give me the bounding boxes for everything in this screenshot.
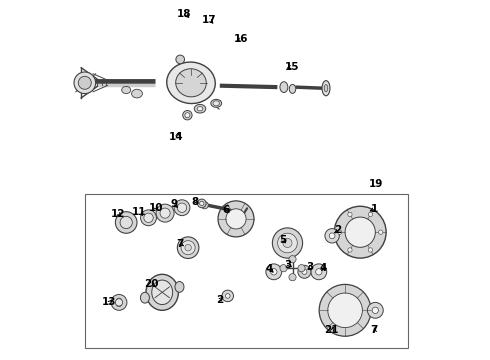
Text: 8: 8 xyxy=(192,197,199,207)
Circle shape xyxy=(177,237,199,258)
Circle shape xyxy=(183,111,192,120)
Ellipse shape xyxy=(152,280,172,305)
Circle shape xyxy=(348,248,352,252)
Text: 19: 19 xyxy=(369,179,384,189)
Circle shape xyxy=(348,212,352,217)
Text: 7: 7 xyxy=(370,325,378,336)
Circle shape xyxy=(298,265,305,272)
Circle shape xyxy=(160,208,170,218)
Ellipse shape xyxy=(213,101,220,106)
Circle shape xyxy=(116,299,122,306)
Circle shape xyxy=(185,244,192,251)
Ellipse shape xyxy=(175,282,184,292)
Circle shape xyxy=(319,284,371,336)
Circle shape xyxy=(225,294,230,298)
Text: 16: 16 xyxy=(234,34,248,44)
Ellipse shape xyxy=(132,89,143,98)
Circle shape xyxy=(185,113,190,118)
Circle shape xyxy=(289,256,296,263)
Text: 14: 14 xyxy=(169,132,184,142)
Circle shape xyxy=(302,269,307,274)
Circle shape xyxy=(298,265,311,278)
Circle shape xyxy=(181,240,195,255)
Ellipse shape xyxy=(324,85,328,92)
Circle shape xyxy=(218,201,254,237)
Circle shape xyxy=(177,203,187,212)
Circle shape xyxy=(197,199,206,208)
Circle shape xyxy=(379,230,383,234)
Circle shape xyxy=(368,212,372,217)
Circle shape xyxy=(316,269,322,275)
Circle shape xyxy=(280,265,287,272)
Circle shape xyxy=(345,217,375,247)
Circle shape xyxy=(368,248,372,252)
Ellipse shape xyxy=(197,107,203,111)
Circle shape xyxy=(289,274,296,281)
Circle shape xyxy=(283,238,292,248)
Ellipse shape xyxy=(194,104,206,113)
Circle shape xyxy=(144,213,153,222)
Text: 3: 3 xyxy=(306,262,314,272)
Text: 5: 5 xyxy=(279,235,287,246)
Text: 4: 4 xyxy=(266,264,273,274)
Circle shape xyxy=(272,228,303,258)
Text: 20: 20 xyxy=(144,279,159,289)
Circle shape xyxy=(201,202,208,209)
Text: 15: 15 xyxy=(285,62,299,72)
Text: 2: 2 xyxy=(216,294,223,305)
Circle shape xyxy=(141,210,156,226)
Circle shape xyxy=(329,233,335,239)
Ellipse shape xyxy=(280,82,288,93)
Circle shape xyxy=(278,233,297,253)
Circle shape xyxy=(372,307,378,314)
Circle shape xyxy=(222,290,233,302)
Circle shape xyxy=(111,294,127,310)
Circle shape xyxy=(325,229,339,243)
Circle shape xyxy=(74,72,96,94)
Circle shape xyxy=(176,55,185,64)
Circle shape xyxy=(174,200,190,216)
Circle shape xyxy=(270,269,277,275)
Circle shape xyxy=(266,264,282,280)
Circle shape xyxy=(156,204,174,222)
Bar xyxy=(85,194,408,348)
Circle shape xyxy=(338,230,342,234)
Ellipse shape xyxy=(167,62,215,104)
Text: 3: 3 xyxy=(285,260,292,270)
Text: 2: 2 xyxy=(334,225,342,235)
Ellipse shape xyxy=(122,86,131,94)
Text: 7: 7 xyxy=(176,239,184,249)
Ellipse shape xyxy=(289,85,296,94)
Text: 1: 1 xyxy=(371,204,378,214)
Text: 10: 10 xyxy=(148,203,163,213)
Circle shape xyxy=(311,264,327,280)
Circle shape xyxy=(120,216,132,229)
Circle shape xyxy=(368,302,383,318)
Circle shape xyxy=(199,201,204,206)
Circle shape xyxy=(78,76,91,89)
Text: 21: 21 xyxy=(324,325,339,336)
Ellipse shape xyxy=(176,69,206,97)
Circle shape xyxy=(226,209,246,229)
Ellipse shape xyxy=(322,81,330,96)
Ellipse shape xyxy=(141,292,149,303)
Circle shape xyxy=(116,212,137,233)
Text: 11: 11 xyxy=(131,207,146,217)
Ellipse shape xyxy=(146,274,178,310)
Circle shape xyxy=(334,206,386,258)
Circle shape xyxy=(328,293,363,328)
Ellipse shape xyxy=(211,99,221,107)
Text: 12: 12 xyxy=(111,209,125,219)
Text: 13: 13 xyxy=(101,297,116,307)
Text: 4: 4 xyxy=(320,263,327,273)
Text: 17: 17 xyxy=(202,15,216,25)
Text: 6: 6 xyxy=(222,204,230,215)
Ellipse shape xyxy=(116,298,122,307)
Text: 18: 18 xyxy=(176,9,191,19)
Text: 9: 9 xyxy=(170,199,177,210)
